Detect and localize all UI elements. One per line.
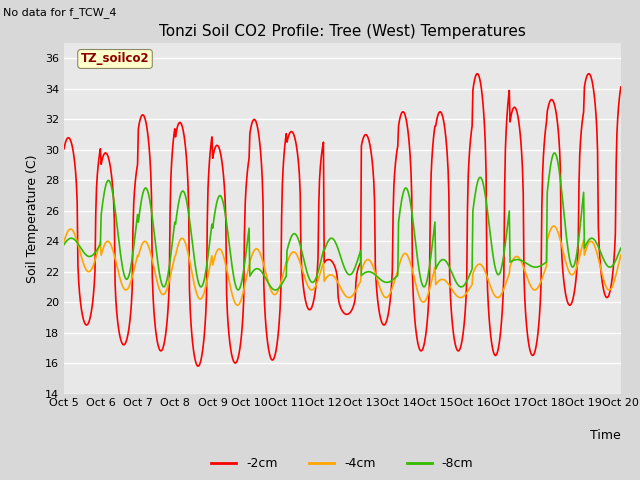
-4cm — [214, 248, 221, 253]
-8cm — [70, 236, 78, 242]
Y-axis label: Soil Temperature (C): Soil Temperature (C) — [26, 154, 39, 283]
-2cm — [194, 363, 202, 369]
-4cm — [428, 280, 435, 286]
-4cm — [617, 252, 625, 258]
-2cm — [127, 301, 135, 307]
-8cm — [617, 245, 625, 251]
-4cm — [550, 223, 557, 229]
Legend: -2cm, -4cm, -8cm: -2cm, -4cm, -8cm — [206, 452, 479, 475]
-2cm — [411, 316, 419, 322]
-4cm — [127, 277, 135, 283]
-2cm — [617, 84, 625, 90]
-2cm — [428, 173, 435, 179]
Title: Tonzi Soil CO2 Profile: Tree (West) Temperatures: Tonzi Soil CO2 Profile: Tree (West) Temp… — [159, 24, 526, 39]
-2cm — [214, 143, 222, 149]
Line: -8cm: -8cm — [64, 153, 621, 290]
-4cm — [411, 277, 419, 283]
-4cm — [70, 230, 78, 236]
-2cm — [184, 180, 192, 185]
-8cm — [271, 287, 279, 293]
-2cm — [70, 155, 78, 160]
-8cm — [127, 261, 135, 267]
-8cm — [428, 252, 435, 257]
-4cm — [184, 250, 192, 255]
Text: TZ_soilco2: TZ_soilco2 — [81, 52, 149, 65]
-4cm — [234, 302, 241, 308]
-8cm — [411, 234, 419, 240]
-4cm — [60, 239, 68, 244]
-8cm — [60, 241, 68, 247]
Text: Time: Time — [590, 429, 621, 442]
Text: No data for f_TCW_4: No data for f_TCW_4 — [3, 7, 116, 18]
-8cm — [550, 150, 558, 156]
Line: -2cm: -2cm — [64, 74, 621, 366]
-8cm — [214, 197, 221, 203]
-2cm — [585, 71, 593, 77]
-2cm — [60, 146, 68, 152]
-8cm — [184, 205, 192, 211]
Line: -4cm: -4cm — [64, 226, 621, 305]
